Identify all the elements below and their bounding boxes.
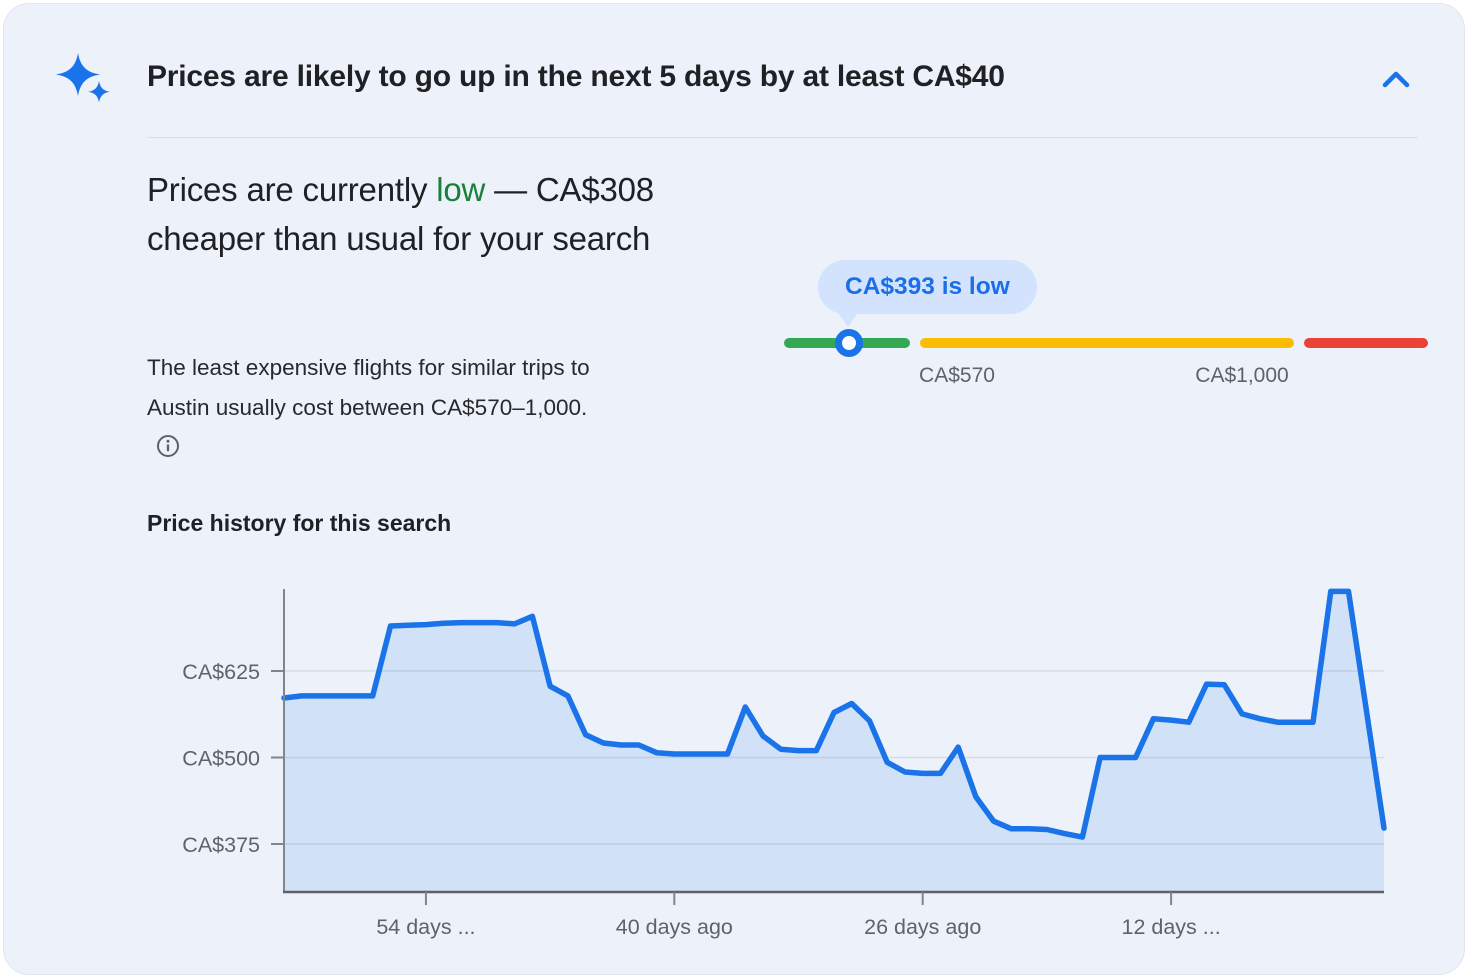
panel-title-segment: likely to go up bbox=[296, 60, 496, 93]
insight-body-text: The least expensive flights for similar … bbox=[147, 355, 590, 420]
header-divider bbox=[147, 137, 1418, 138]
price-history-title: Price history for this search bbox=[147, 510, 452, 536]
y-axis-label: CA$500 bbox=[182, 747, 260, 771]
price-bar-typical-segment bbox=[920, 338, 1294, 348]
panel-title-segment: in the bbox=[495, 60, 591, 93]
panel-title-segment: by at least CA$40 bbox=[751, 60, 1005, 93]
price-area-fill bbox=[284, 591, 1384, 892]
headline-segment: — CA$308 cheaper than usual for your sea… bbox=[147, 171, 654, 257]
y-axis-label: CA$375 bbox=[182, 833, 260, 857]
price-history-plot[interactable]: CA$625 CA$500 CA$375 54 days ... 40 days ago… bbox=[164, 576, 1432, 956]
price-tooltip: CA$393 is low bbox=[818, 260, 1037, 314]
range-high-label: CA$1,000 bbox=[1195, 364, 1289, 387]
x-axis-label: 54 days ... bbox=[376, 915, 475, 939]
price-tooltip-text: CA$393 is low bbox=[845, 273, 1010, 300]
headline-segment: Prices are currently bbox=[147, 171, 437, 208]
price-line bbox=[281, 588, 1387, 840]
chevron-up-icon bbox=[1379, 66, 1413, 95]
price-history-chart[interactable]: CA$625 CA$500 CA$375 54 days ... 40 days ago… bbox=[164, 576, 1432, 956]
sparkle-icon bbox=[54, 51, 112, 109]
price-tooltip-tail bbox=[836, 310, 860, 327]
price-insights-panel: Prices are likely to go up in the next 5… bbox=[3, 3, 1465, 975]
price-level-indicator: CA$393 is low CA$570 CA$1,000 bbox=[784, 260, 1428, 400]
info-icon[interactable] bbox=[156, 434, 180, 458]
panel-title-segment: Prices are bbox=[147, 60, 297, 93]
insight-body: The least expensive flights for similar … bbox=[147, 348, 599, 468]
headline-segment: low bbox=[436, 171, 486, 208]
y-axis-label: CA$625 bbox=[182, 660, 260, 684]
price-bar-high-segment bbox=[1304, 338, 1428, 348]
x-axis-label: 40 days ago bbox=[616, 915, 733, 939]
x-axis-label: 26 days ago bbox=[864, 915, 981, 939]
panel-title-segment: next 5 days bbox=[590, 60, 752, 93]
x-axis-label: 12 days ... bbox=[1121, 915, 1220, 939]
range-low-label: CA$570 bbox=[919, 364, 995, 387]
current-price-marker bbox=[835, 329, 863, 357]
panel-title: Prices are likely to go up in the next 5… bbox=[147, 58, 1327, 96]
collapse-button[interactable] bbox=[1370, 56, 1422, 104]
insight-headline: Prices are currently low — CA$308 cheape… bbox=[147, 166, 692, 263]
